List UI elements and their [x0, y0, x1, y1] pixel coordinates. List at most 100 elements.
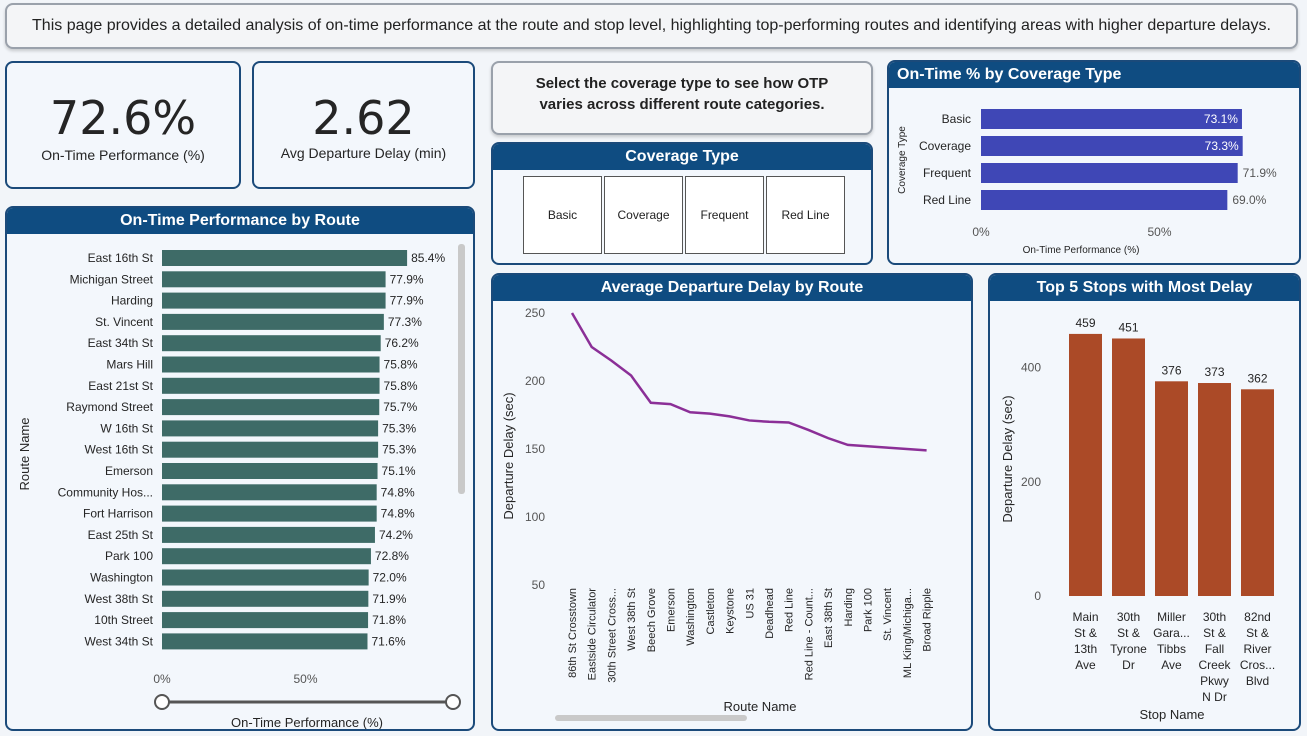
stop-name-label: River	[1243, 642, 1271, 656]
slicer-option-frequent[interactable]: Frequent	[685, 176, 764, 254]
stop-name-label: 13th	[1074, 642, 1097, 656]
y-axis-title: Departure Delay (sec)	[1000, 395, 1015, 522]
horizontal-scrollbar[interactable]	[555, 715, 747, 721]
stop-name-label: Fall	[1205, 642, 1224, 656]
route-label: Harding	[111, 294, 153, 308]
otp-route-value-label: 75.8%	[384, 379, 418, 393]
top-stops-card: Top 5 Stops with Most Delay 0 200 400 459 Ma…	[988, 273, 1301, 731]
route-label: West 38th St	[85, 592, 154, 606]
y-tick-label: 0	[1034, 589, 1041, 603]
range-slider-handle-min[interactable]	[154, 694, 170, 710]
kpi-otp-value: 72.6%	[49, 91, 197, 145]
stop-value-label: 459	[1075, 316, 1095, 330]
description-banner: This page provides a detailed analysis o…	[5, 3, 1298, 49]
x-tick-label: Deadhead	[764, 588, 776, 639]
route-label: Michigan Street	[70, 272, 154, 286]
stop-name-label: Blvd	[1246, 674, 1269, 688]
stop-name-label: Miller	[1157, 610, 1186, 624]
route-label: W 16th St	[100, 421, 153, 435]
x-tick-label: ML King/Michiga...	[902, 588, 914, 678]
otp-route-bar	[162, 548, 371, 565]
x-tick-label: St. Vincent	[882, 588, 894, 641]
y-axis-title: Departure Delay (sec)	[501, 392, 516, 519]
x-tick-label: 0%	[153, 672, 171, 686]
x-tick-label: Red Line	[784, 588, 796, 632]
coverage-label: Red Line	[923, 193, 971, 207]
coverage-bar	[981, 163, 1238, 183]
route-label: East 16th St	[88, 251, 154, 265]
x-tick-label: Emerson	[666, 588, 678, 632]
otp-route-bar	[162, 612, 369, 629]
x-tick-label: Washington	[685, 588, 697, 646]
otp-route-value-label: 77.9%	[390, 294, 424, 308]
kpi-delay-label: Avg Departure Delay (min)	[280, 145, 447, 161]
x-tick-label: Harding	[843, 588, 855, 627]
coverage-bar	[981, 190, 1228, 210]
otp-route-value-label: 74.8%	[381, 485, 415, 499]
otp-route-bar	[162, 292, 386, 309]
coverage-label: Coverage	[919, 139, 971, 153]
otp-route-bar	[162, 335, 381, 352]
stop-bar	[1112, 338, 1145, 596]
stop-name-label: 30th	[1117, 610, 1140, 624]
otp-route-bar	[162, 271, 386, 288]
route-label: East 25th St	[88, 528, 154, 542]
otp-route-bar	[162, 250, 408, 266]
stop-bar	[1155, 381, 1188, 596]
stop-name-label: 82nd	[1244, 610, 1271, 624]
coverage-prompt-card: Select the coverage type to see how OTP …	[491, 61, 873, 135]
coverage-prompt-text: Select the coverage type to see how OTP …	[535, 75, 829, 113]
otp-route-value-label: 72.8%	[375, 549, 409, 563]
y-tick-label: 150	[525, 442, 545, 456]
delay-by-route-card: Average Departure Delay by Route 50 100 15…	[491, 273, 973, 731]
kpi-delay-card: 2.62 Avg Departure Delay (min)	[252, 61, 475, 189]
otp-by-coverage-card: On-Time % by Coverage Type Basic 73.1% Cov…	[887, 60, 1301, 265]
otp-route-bar	[162, 633, 368, 650]
otp-route-value-label: 74.8%	[381, 507, 415, 521]
otp-route-bar	[162, 356, 380, 373]
otp-route-bar	[162, 313, 384, 330]
vertical-scrollbar	[458, 244, 465, 494]
kpi-otp-label: On-Time Performance (%)	[41, 147, 205, 163]
stop-value-label: 373	[1204, 365, 1224, 379]
otp-route-bar	[162, 505, 377, 522]
otp-route-value-label: 71.6%	[371, 634, 405, 648]
otp-route-value-label: 75.1%	[382, 464, 416, 478]
y-axis-title: Route Name	[17, 418, 32, 491]
x-tick-label: 0%	[972, 225, 990, 239]
range-slider-handle-max[interactable]	[445, 694, 461, 710]
stop-value-label: 362	[1247, 371, 1267, 385]
otp-route-bar	[162, 569, 369, 586]
slicer-option-basic[interactable]: Basic	[523, 176, 602, 254]
coverage-value-label: 73.3%	[1205, 139, 1239, 153]
x-tick-label: Red Line - Count...	[803, 588, 815, 680]
x-axis-title: Route Name	[724, 699, 797, 714]
otp-route-value-label: 72.0%	[373, 571, 407, 585]
stop-name-label: Creek	[1198, 658, 1231, 672]
delay-series-line	[570, 312, 927, 452]
otp-route-value-label: 85.4%	[411, 251, 445, 265]
route-label: Park 100	[105, 549, 153, 563]
stop-name-label: St &	[1246, 626, 1269, 640]
slicer-option-coverage[interactable]: Coverage	[604, 176, 683, 254]
coverage-label: Frequent	[923, 166, 972, 180]
coverage-value-label: 71.9%	[1243, 166, 1277, 180]
otp-by-route-chart: East 16th St 85.4% Michigan Street 77.9% Har…	[17, 244, 465, 729]
x-tick-label: Castleton	[705, 588, 717, 634]
otp-route-bar	[162, 463, 378, 479]
stop-name-label: Cros...	[1240, 658, 1275, 672]
otp-route-bar	[162, 590, 369, 607]
coverage-label: Basic	[942, 112, 971, 126]
slicer-option-red-line[interactable]: Red Line	[766, 176, 845, 254]
stop-value-label: 376	[1161, 363, 1181, 377]
stop-name-label: Tibbs	[1157, 642, 1186, 656]
x-axis-title: Stop Name	[1139, 707, 1204, 722]
x-axis-title: On-Time Performance (%)	[1023, 245, 1140, 256]
route-label: Emerson	[105, 464, 153, 478]
otp-by-route-title: On-Time Performance by Route	[7, 208, 473, 234]
stop-value-label: 451	[1118, 320, 1138, 334]
y-axis-title: Coverage Type	[897, 126, 908, 194]
coverage-value-label: 73.1%	[1204, 112, 1238, 126]
route-label: Community Hos...	[58, 485, 153, 499]
x-tick-label: 50%	[293, 672, 317, 686]
